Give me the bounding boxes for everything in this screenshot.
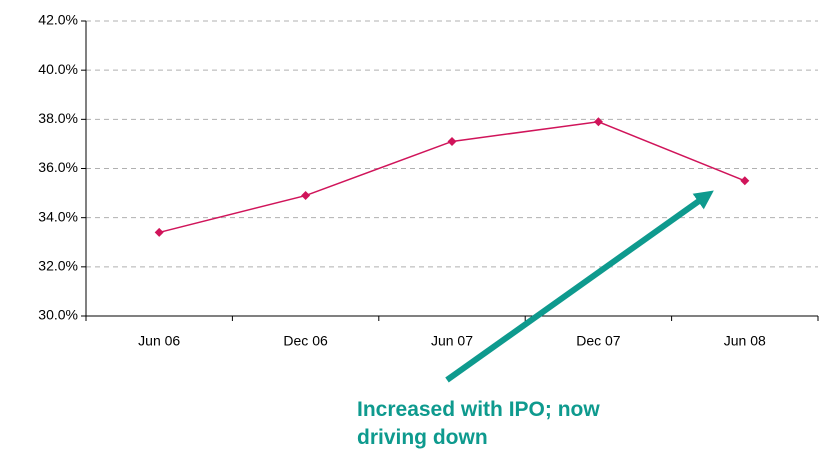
annotation-arrow	[445, 190, 714, 383]
y-tick-label: 36.0%	[38, 159, 78, 175]
annotation: Increased with IPO; now driving down	[357, 398, 600, 449]
x-tick-label: Dec 06	[283, 333, 328, 349]
plot-area: 30.0% 32.0% 34.0% 36.0% 38.0% 40.0% 42.0% Jun 0…	[38, 12, 819, 349]
x-tick-label: Dec 07	[576, 333, 621, 349]
y-tick-label: 38.0%	[38, 110, 78, 126]
y-tick-label: 34.0%	[38, 208, 78, 224]
point	[740, 176, 750, 186]
point	[593, 117, 603, 127]
x-tick-label: Jun 06	[138, 333, 180, 349]
y-tick-label: 40.0%	[38, 61, 78, 77]
y-tick-label: 30.0%	[38, 307, 78, 323]
point	[154, 227, 164, 237]
y-tick-label: 32.0%	[38, 258, 78, 274]
point	[301, 191, 311, 201]
point	[447, 136, 457, 146]
y-tick-label: 42.0%	[38, 12, 78, 28]
x-tick-label: Jun 08	[724, 333, 766, 349]
x-tick-label: Jun 07	[431, 333, 473, 349]
